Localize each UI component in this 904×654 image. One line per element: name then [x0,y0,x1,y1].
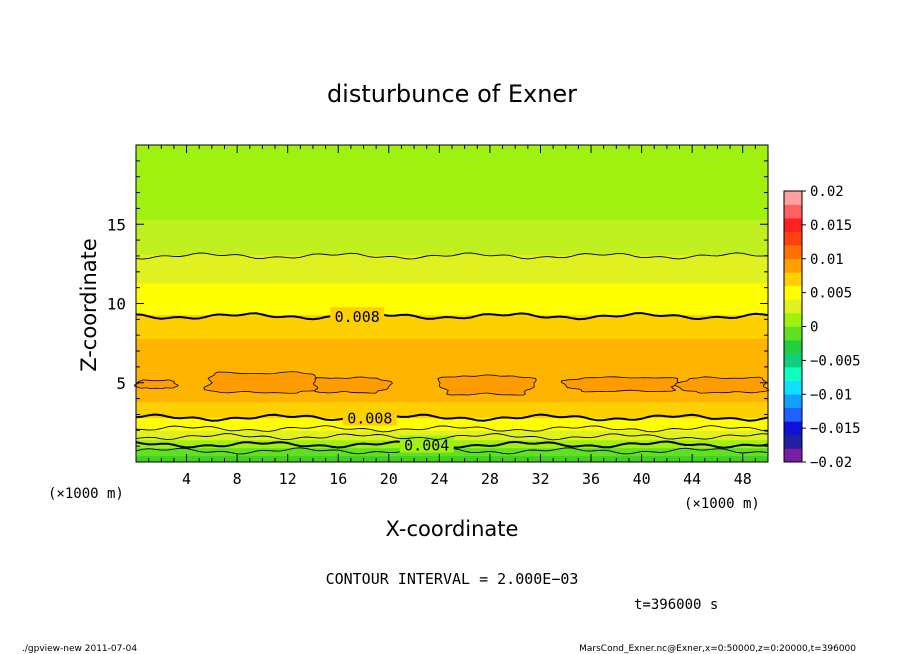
x-unit-right: (×1000 m) [684,496,760,512]
cell-blob-3 [437,374,537,396]
x-tick-label-11: 48 [734,470,752,488]
colorbar-swatch-9 [784,326,802,341]
contour-line-4 [135,413,769,422]
colorbar-swatch-16 [784,231,802,246]
cell-blob-5 [674,376,770,394]
footer-left: ./gpview-new 2011-07-04 [22,644,137,654]
colorbar-label-6: −0.01 [810,387,852,403]
x-tick-label-4: 20 [380,470,398,488]
contour-label-bg-1 [399,435,454,453]
y-ticks: 5 10 15 [107,160,768,447]
colorbar-swatch-10 [784,312,802,327]
y-tick-label-2: 15 [107,215,126,234]
colorbar-swatch-6 [784,367,802,381]
colorbar-swatch-4 [784,394,802,409]
colorbar-swatch-19 [784,191,802,205]
chart-title: disturbunce of Exner [327,80,577,108]
contour-label-4: 0.008 [347,410,392,428]
y-tick-label-0: 5 [116,374,126,393]
colorbar-swatch-12 [784,285,802,300]
y-tick-label-1: 10 [107,295,126,314]
colorbar-swatch-14 [784,258,802,273]
colorbar: 0.02 0.015 0.01 0.005 0 −0.005 −0.01 −0.015 −0.0… [783,184,861,471]
colorbar-swatch-13 [784,272,802,287]
x-tick-label-9: 40 [633,470,651,488]
colorbar-swatch-7 [784,353,802,368]
colorbar-label-3: 0.005 [810,286,852,302]
colorbar-swatch-1 [784,434,802,449]
colorbar-swatch-11 [784,299,802,314]
contour-band-8 [136,282,768,316]
contour-label-bg-5 [330,307,385,325]
x-tick-label-0: 4 [182,470,191,488]
colorbar-swatch-2 [784,421,802,436]
colorbar-label-5: −0.005 [810,353,861,369]
colorbar-swatch-5 [784,380,802,395]
contour-line-2 [135,433,769,441]
contour-band-5 [136,401,768,419]
cell-blob-4 [560,376,680,393]
colorbar-swatch-15 [784,245,802,260]
cell-blob-0 [133,379,179,389]
colorbar-swatch-8 [784,340,802,354]
colorbar-label-0: 0.02 [810,184,844,200]
y-axis-label: Z-coordinate [77,238,101,372]
contour-band-10 [136,219,768,255]
x-tick-label-6: 28 [481,470,499,488]
x-tick-label-7: 32 [531,470,549,488]
contour-band-3 [136,430,768,441]
x-tick-label-10: 44 [683,470,701,488]
contour-band-9 [136,254,768,284]
colorbar-label-2: 0.01 [810,252,844,268]
contour-line-5 [135,312,769,321]
contour-label-5: 0.008 [335,308,380,326]
x-tick-label-2: 12 [279,470,297,488]
cell-blob-2 [312,376,393,394]
x-unit-left: (×1000 m) [48,486,124,502]
contour-line-3 [135,425,769,433]
contour-label-1: 0.004 [404,437,449,455]
colorbar-swatch-17 [784,218,802,232]
contour-line-6 [135,252,769,260]
contour-band-11 [136,145,768,220]
colorbar-swatch-3 [784,407,802,422]
x-axis-label: X-coordinate [386,517,519,541]
colorbar-label-7: −0.015 [810,421,861,437]
colorbar-swatch-0 [784,448,802,463]
time-label: t=396000 s [634,597,718,613]
x-ticks: 4 8 12 16 20 24 28 32 36 40 44 48 [148,145,756,488]
colorbar-swatch-18 [784,204,802,219]
x-tick-label-5: 24 [430,470,448,488]
contour-band-7 [136,314,768,339]
x-tick-label-8: 36 [582,470,600,488]
contour-interval: CONTOUR INTERVAL = 2.000E−03 [326,570,579,588]
colorbar-label-1: 0.015 [810,218,852,234]
contour-label-bg-4 [342,408,397,426]
x-tick-label-1: 8 [233,470,242,488]
colorbar-label-8: −0.02 [810,455,852,471]
colorbar-label-4: 0 [810,320,818,336]
plot-area: 0.004 0.008 0.008 [133,144,770,463]
x-tick-label-3: 16 [329,470,347,488]
footer-right: MarsCond_Exner.nc@Exner,x=0:50000,z=0:20… [579,644,856,654]
cell-blob-1 [203,371,334,394]
